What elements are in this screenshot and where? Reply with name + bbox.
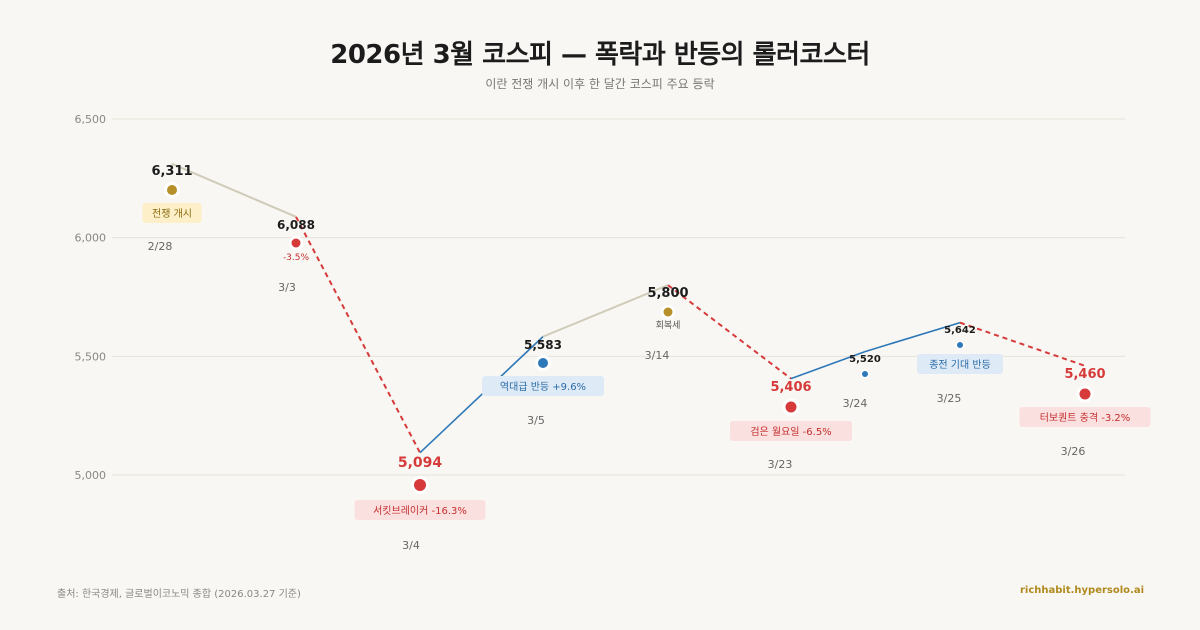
annotation-label: 터보퀀트 충격 -3.2% [1040,411,1131,424]
annotation-badge [730,421,852,441]
marker-dot [957,342,963,348]
marker-dot [414,479,426,491]
annotation-badge [142,203,202,223]
y-tick-label: 6,000 [75,232,107,245]
annotation-badge [1019,407,1151,427]
chart-subtitle: 이란 전쟁 개시 이후 한 달간 코스피 주요 등락 [485,77,715,91]
annotation-label: 회복세 [656,320,681,331]
marker-dot [1079,388,1091,400]
value-label: 5,642 [944,325,976,336]
marker-dot [663,307,673,317]
value-label: 5,520 [849,354,881,365]
value-label: 5,800 [647,286,688,301]
value-label: 5,094 [398,455,443,471]
marker-dot [862,371,868,377]
y-tick-label: 5,000 [75,469,107,482]
annotation-label: 서킷브레이커 -16.3% [373,505,467,517]
chart-title: 2026년 3월 코스피 — 폭락과 반등의 롤러코스터 [330,40,870,70]
marker-dot [785,401,797,413]
series-segment [295,216,421,454]
value-label: 6,088 [277,218,315,232]
annotation-label: 전쟁 개시 [152,208,192,220]
value-label: 6,311 [151,164,192,179]
date-label: 3/26 [1061,445,1086,458]
date-label: 3/14 [645,349,670,362]
footer-brand: richhabit.hypersolo.ai [1019,585,1144,596]
annotation-label: 역대급 반등 +9.6% [500,381,586,393]
series-segment [419,336,544,454]
series-segment [667,284,792,380]
y-tick-label: 6,500 [75,113,107,126]
series-segment [790,350,866,380]
date-label: 3/25 [937,392,962,405]
annotation-badge [917,354,1003,374]
series-segment [864,321,961,353]
date-label: 3/5 [527,414,545,427]
annotation-label: 종전 기대 반등 [929,359,991,371]
annotation-badge [354,500,486,520]
y-tick-label: 5,500 [75,350,107,363]
annotation-badge [482,376,604,396]
date-label: 2/28 [148,240,173,253]
annotation-label: 검은 월요일 -6.5% [750,426,831,438]
annotation-label: -3.5% [283,253,310,263]
series-segment [542,284,669,338]
series-segment [959,321,1086,367]
value-label: 5,460 [1064,367,1105,382]
date-label: 3/4 [402,539,420,552]
date-label: 3/23 [768,458,793,471]
marker-dot [538,358,548,368]
marker-dot [167,185,177,195]
value-label: 5,406 [770,380,811,395]
series-segment [171,162,297,218]
marker-dot [291,238,301,248]
footer-source: 출처: 한국경제, 글로벌이코노믹 종합 (2026.03.27 기준) [57,589,301,600]
date-label: 3/3 [278,281,296,294]
value-label: 5,583 [524,338,562,352]
date-label: 3/24 [843,397,868,410]
